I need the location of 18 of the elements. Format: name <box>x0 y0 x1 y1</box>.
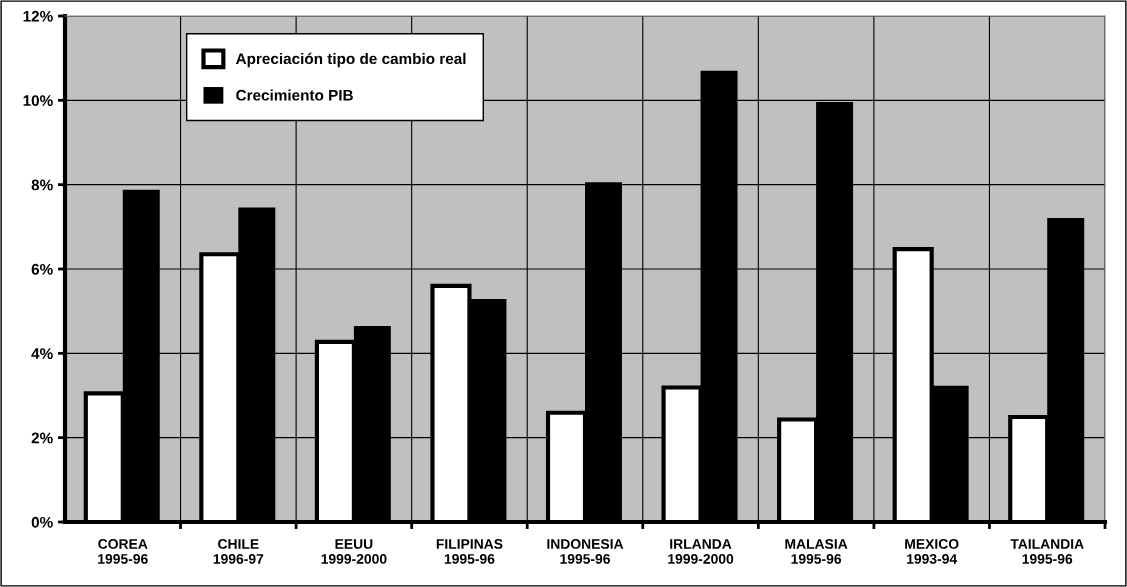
y-tick-label: 12% <box>23 10 53 22</box>
legend-label: Apreciación tipo de cambio real <box>235 52 466 68</box>
legend-label: Crecimiento PIB <box>236 89 353 101</box>
x-tick-label: INDONESIA 1995-96 <box>547 539 624 564</box>
x-tick-label: EEUU 1999-2000 <box>321 539 387 564</box>
x-tick-label: MEXICO 1993-94 <box>905 539 959 564</box>
y-tick-label: 10% <box>23 95 53 107</box>
x-tick-label: MALASIA 1995-96 <box>785 539 848 564</box>
x-tick-label: TAILANDIA 1995-96 <box>1010 539 1084 564</box>
y-tick-label: 2% <box>31 432 53 444</box>
y-tick-label: 8% <box>31 179 53 191</box>
y-tick-label: 0% <box>31 516 53 528</box>
x-tick-label: IRLANDA 1999-2000 <box>668 539 734 564</box>
y-tick-label: 4% <box>31 348 53 359</box>
y-tick-label: 6% <box>31 263 53 275</box>
x-tick-label: COREA 1995-96 <box>98 539 148 564</box>
x-tick-label: FILIPINAS 1995-96 <box>436 539 503 564</box>
x-tick-label: CHILE 1996-97 <box>213 539 264 564</box>
